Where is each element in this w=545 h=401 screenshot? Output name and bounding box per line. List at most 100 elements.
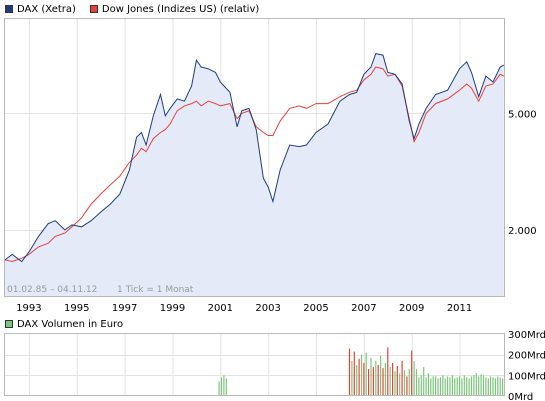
- volume-bar: [480, 374, 482, 396]
- volume-bar: [490, 376, 492, 396]
- legend-label-volume: DAX Volumen in Euro: [17, 318, 124, 330]
- main-legend: DAX (Xetra) Dow Jones (Indizes US) (rela…: [5, 2, 273, 16]
- x-tick-1999: 1999: [160, 303, 185, 314]
- volume-bar: [420, 375, 422, 396]
- volume-bar: [411, 350, 413, 396]
- volume-bar: [437, 378, 439, 396]
- x-tick-2003: 2003: [255, 303, 280, 314]
- volume-bar: [449, 377, 451, 396]
- volume-bar: [458, 376, 461, 396]
- legend-label-dax: DAX (Xetra): [17, 3, 76, 15]
- x-tick-2001: 2001: [208, 303, 233, 314]
- volume-bar: [454, 378, 456, 396]
- volume-bar: [351, 360, 353, 396]
- volume-bar: [461, 378, 463, 396]
- price-chart-x-axis: 1993 1995 1997 1999 2001 2003 2005 2007 2009 2011: [16, 303, 472, 314]
- volume-bar: [423, 367, 425, 396]
- volume-bar: [468, 378, 470, 396]
- range-label: 01.02.85 – 04.11.12: [7, 285, 97, 295]
- x-tick-1997: 1997: [112, 303, 137, 314]
- volume-bar: [380, 355, 382, 396]
- volume-bar: [456, 377, 458, 396]
- x-tick-1993: 1993: [16, 303, 41, 314]
- volume-bar: [360, 354, 363, 396]
- volume-bar: [499, 377, 501, 396]
- volume-bar: [370, 357, 372, 396]
- volume-bar: [451, 375, 453, 396]
- volume-bar: [425, 377, 427, 396]
- volume-bar: [218, 381, 220, 396]
- legend-swatch-dax: [5, 5, 13, 13]
- volume-bar: [368, 369, 370, 396]
- volume-bar: [356, 365, 358, 396]
- x-tick-2011: 2011: [447, 303, 472, 314]
- volume-bar: [475, 373, 477, 396]
- volume-bar: [408, 369, 410, 396]
- volume-bar: [392, 362, 394, 396]
- x-tick-2007: 2007: [351, 303, 376, 314]
- legend-item-dax: DAX (Xetra): [5, 4, 76, 15]
- volume-bar: [225, 378, 227, 396]
- tick-info-label: 1 Tick = 1 Monat: [117, 285, 194, 295]
- legend-item-volume: DAX Volumen in Euro: [5, 319, 123, 330]
- x-tick-2005: 2005: [303, 303, 328, 314]
- volume-bars: [218, 347, 504, 396]
- volume-bar: [389, 367, 391, 396]
- legend-swatch-dow-jones: [89, 5, 98, 13]
- price-chart-y-axis: 2.000 5.000: [508, 109, 537, 237]
- volume-bar: [427, 373, 429, 396]
- volume-y-tick-300: 300Mrd: [508, 330, 545, 341]
- volume-bar: [418, 377, 420, 396]
- volume-bar: [494, 378, 496, 396]
- dax-line: [4, 53, 505, 263]
- volume-bar: [466, 377, 468, 396]
- volume-bar: [365, 352, 367, 396]
- volume-bar: [363, 362, 365, 396]
- price-chart-frame: [4, 18, 505, 297]
- volume-bar: [444, 378, 446, 396]
- y-tick-2000: 2.000: [508, 226, 537, 237]
- volume-bar: [487, 378, 489, 396]
- volume-bar: [394, 371, 396, 396]
- volume-bar: [382, 368, 384, 396]
- volume-bar: [447, 376, 449, 396]
- volume-bar: [470, 376, 473, 396]
- volume-bar: [485, 377, 487, 396]
- volume-y-tick-0: 0Mrd: [508, 392, 533, 401]
- x-tick-1995: 1995: [64, 303, 89, 314]
- y-tick-5000: 5.000: [508, 109, 537, 120]
- volume-bar: [502, 378, 504, 396]
- volume-bar: [478, 376, 480, 396]
- legend-swatch-volume: [5, 320, 13, 328]
- volume-bar: [430, 378, 432, 396]
- volume-bar: [415, 369, 418, 396]
- volume-bar: [473, 375, 475, 396]
- volume-chart-grid: [5, 334, 505, 396]
- volume-y-tick-200: 200Mrd: [508, 351, 545, 362]
- volume-bar: [439, 377, 441, 396]
- volume-bar: [384, 362, 386, 396]
- volume-bar: [377, 365, 379, 396]
- volume-bar: [358, 358, 360, 396]
- dax-area-fill: [5, 53, 504, 297]
- volume-bar: [372, 367, 374, 396]
- volume-bar: [497, 376, 499, 396]
- volume-bar: [403, 370, 406, 396]
- volume-bar: [406, 376, 408, 396]
- volume-chart-frame: [4, 333, 505, 396]
- volume-bar: [348, 348, 351, 396]
- volume-bar: [492, 377, 494, 396]
- volume-bar: [399, 373, 401, 396]
- legend-item-dow-jones: Dow Jones (Indizes US) (relativ): [89, 4, 259, 15]
- volume-bar: [401, 360, 403, 396]
- volume-bar: [220, 377, 223, 396]
- volume-chart-y-axis: 0Mrd 100Mrd 200Mrd 300Mrd: [508, 330, 545, 401]
- volume-bar: [223, 375, 225, 396]
- x-tick-2009: 2009: [399, 303, 424, 314]
- volume-legend: DAX Volumen in Euro: [5, 317, 137, 331]
- volume-bar: [413, 360, 415, 396]
- volume-bar: [432, 376, 434, 396]
- volume-bar: [353, 351, 355, 396]
- volume-bar: [442, 375, 444, 396]
